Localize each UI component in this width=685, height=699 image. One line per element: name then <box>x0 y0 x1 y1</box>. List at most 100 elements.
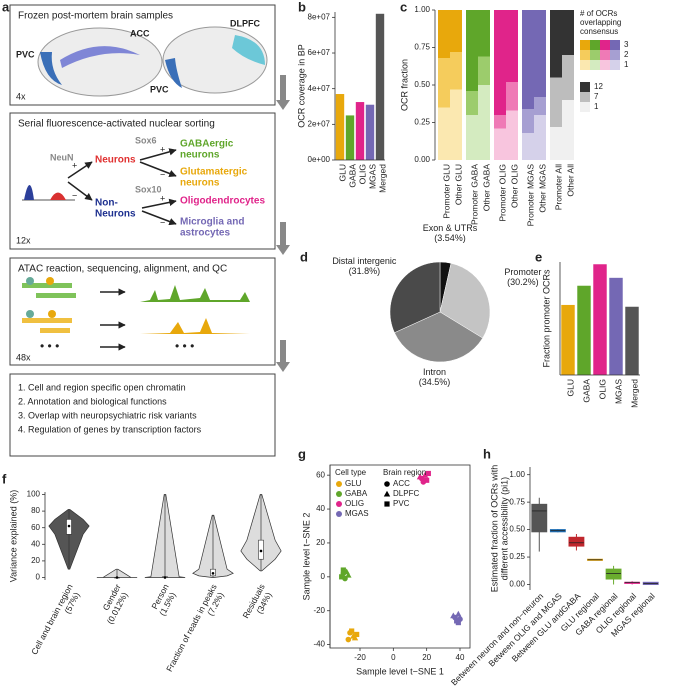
cell-type: neurons <box>180 178 220 189</box>
marker-label: Sox10 <box>135 184 162 194</box>
slice-label: Promoter(30.2%) <box>504 266 542 287</box>
y-axis-label: OCR coverage in BP <box>296 44 306 128</box>
legend-swatch <box>383 490 391 497</box>
y-axis-label: Variance explained (%) <box>8 490 18 582</box>
legend-swatch <box>590 60 600 70</box>
panel-label: d <box>300 249 308 264</box>
sign: + <box>72 160 77 170</box>
point <box>455 619 461 626</box>
slice-name: Intron <box>423 366 447 377</box>
bar <box>375 13 385 161</box>
list-item: 2. Annotation and biological functions <box>18 396 167 406</box>
legend-swatch <box>336 501 342 507</box>
bar-segment <box>466 10 478 91</box>
flow-arrow <box>276 75 290 110</box>
x-tick-label: OLIG <box>597 379 607 399</box>
slice-value: (34.5%) <box>418 376 451 387</box>
point <box>354 631 360 638</box>
x-tick-label: Promoter GABA <box>469 164 479 225</box>
legend-label: PVC <box>393 499 410 508</box>
panel-label: e <box>535 249 542 264</box>
point <box>340 567 346 573</box>
sign: − <box>160 169 165 179</box>
bar-segment <box>550 10 562 78</box>
arrow <box>141 210 177 226</box>
bar-segment <box>534 97 546 115</box>
y-tick-label: 80 <box>31 506 40 515</box>
point <box>345 636 352 643</box>
y-tick-label: 6e+07 <box>308 48 331 57</box>
y-axis-label: Sample level t−SNE 2 <box>301 513 311 601</box>
region-label: PVC <box>150 84 169 94</box>
bar-segment <box>450 10 462 52</box>
bar <box>561 304 575 375</box>
x-tick-label-group: Cell and brain region(57%) <box>29 582 82 656</box>
region-label: PVC <box>16 49 35 59</box>
count: 48x <box>16 352 31 362</box>
y-tick-label: 0.00 <box>509 580 525 589</box>
panel-label: g <box>298 446 306 461</box>
bar-segment <box>478 85 490 160</box>
arrow <box>67 181 93 201</box>
pvc-region <box>165 58 182 88</box>
x-tick-label: 20 <box>422 653 431 662</box>
step-box <box>9 4 276 106</box>
panel-label: c <box>400 0 407 14</box>
bar-segment <box>522 133 534 160</box>
bar <box>355 102 365 160</box>
y-tick-label: 4e+07 <box>308 84 331 93</box>
legend-label: 1 <box>594 102 599 111</box>
brain <box>37 27 163 97</box>
cell-type: neurons <box>180 150 220 161</box>
y-tick-label: 40 <box>31 539 40 548</box>
bar-segment <box>506 82 518 111</box>
point <box>421 471 429 478</box>
bar-segment <box>494 10 506 115</box>
bar-segment <box>478 56 490 85</box>
y-tick-label: -20 <box>313 606 325 615</box>
slice-name: Promoter <box>504 266 542 277</box>
y-tick-label: 0 <box>36 573 41 582</box>
x-tick-label: 40 <box>456 653 465 662</box>
bar <box>365 104 375 160</box>
x-tick-label: MGAS <box>367 164 377 189</box>
sign: − <box>160 217 165 227</box>
marker-label: NeuN <box>50 152 74 162</box>
step-box <box>9 257 276 366</box>
x-tick-label-group: Person(1.5%) <box>149 582 178 617</box>
arrow <box>67 161 93 179</box>
marker-label: Sox6 <box>135 135 157 145</box>
legend-label: GABA <box>345 489 368 498</box>
legend-swatch <box>580 92 590 102</box>
nucleosome <box>48 310 56 318</box>
legend-label: MGAS <box>345 509 369 518</box>
iqr-box <box>568 536 585 547</box>
legend-label: 1 <box>624 60 629 69</box>
legend-swatch <box>610 40 620 50</box>
y-tick-label: 0.25 <box>414 118 430 127</box>
slice-value: (3.54%) <box>434 233 466 244</box>
median <box>163 576 167 579</box>
median <box>259 549 263 553</box>
cell-type: astrocytes <box>180 228 230 239</box>
x-tick-label: Other MGAS <box>537 164 547 213</box>
bar-segment <box>562 55 574 100</box>
y-tick-label: 1.00 <box>509 470 525 479</box>
y-axis-label: OCR fraction <box>399 59 409 111</box>
x-tick-label: Merged <box>377 164 387 193</box>
cell-type: GABAergic <box>180 139 234 150</box>
bar <box>577 285 591 375</box>
legend-title: # of OCRs <box>580 9 617 18</box>
legend-label: 2 <box>624 50 629 59</box>
y-tick-label: 0.25 <box>509 552 525 561</box>
x-tick-label: -20 <box>354 653 366 662</box>
legend-label: ACC <box>393 479 410 488</box>
slice-label: Intron(34.5%) <box>418 366 451 387</box>
step-box <box>9 373 276 457</box>
y-tick-label: 0.75 <box>414 43 430 52</box>
bar-segment <box>494 115 506 129</box>
point <box>349 628 355 634</box>
x-tick-label-group: Gender(0.012%) <box>101 582 130 626</box>
slice-label: Exon & UTRs(3.54%) <box>423 223 478 244</box>
bar-segment <box>438 58 450 108</box>
